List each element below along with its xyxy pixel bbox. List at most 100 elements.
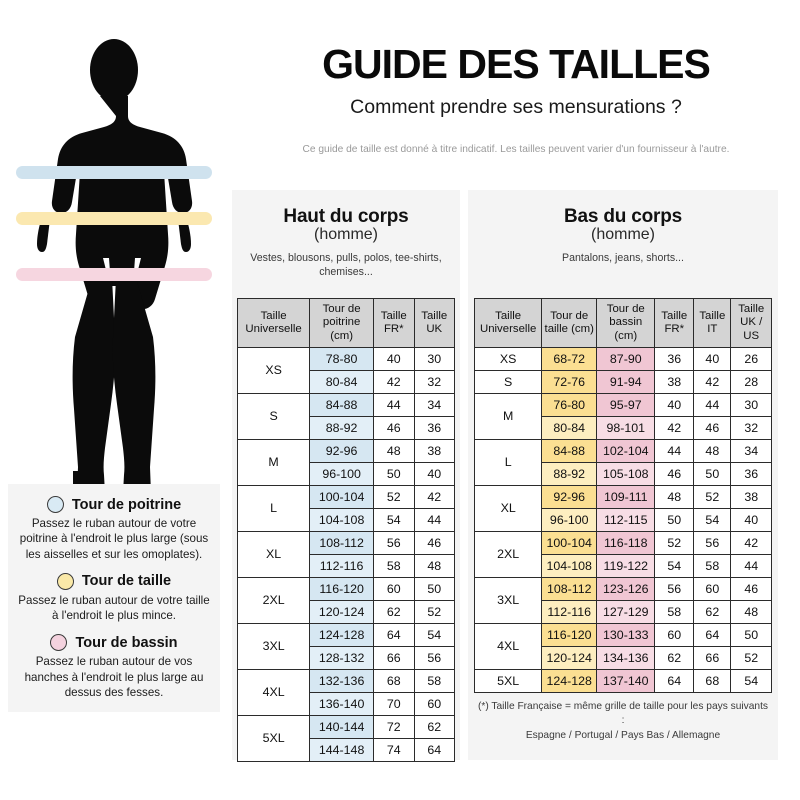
left-column: Tour de poitrine Passez le ruban autour … bbox=[0, 0, 228, 800]
table-row: L 84-88 102-104 44 48 34 bbox=[473, 439, 772, 487]
body-silhouette-figure bbox=[0, 14, 228, 484]
legend-item-waist: Tour de taille Passez le ruban autour de… bbox=[8, 562, 220, 624]
cell-value: 105-108 bbox=[596, 462, 656, 487]
table-row: S 72-76 91-94 38 42 28 bbox=[473, 370, 772, 395]
cell-value: 50 bbox=[413, 577, 455, 602]
cell-universal-size: 2XL bbox=[473, 531, 543, 579]
cell-value: 54 bbox=[730, 669, 772, 694]
cell-value: 64 bbox=[413, 738, 455, 763]
table-row: S 84-88 44 34 bbox=[236, 393, 455, 441]
lower-body-desc: Pantalons, jeans, shorts... bbox=[562, 252, 684, 264]
cell-value: 50 bbox=[373, 462, 415, 487]
cell-value: 116-120 bbox=[309, 577, 375, 602]
table-row: 104-108 54 44 bbox=[238, 508, 455, 533]
table-row: 80-84 98-101 42 46 32 bbox=[475, 416, 772, 441]
cell-value: 68 bbox=[693, 669, 732, 694]
cell-value: 62 bbox=[654, 646, 695, 671]
cell-value: 58 bbox=[693, 554, 732, 579]
cell-value: 56 bbox=[413, 646, 455, 671]
col-header-uk-us: Taille UK / US bbox=[730, 297, 772, 349]
cell-value: 124-128 bbox=[541, 669, 598, 694]
cell-value: 70 bbox=[373, 692, 415, 717]
legend-chest-heading: Tour de poitrine bbox=[8, 496, 220, 513]
cell-value: 48 bbox=[373, 439, 415, 464]
table-row: L 100-104 52 42 bbox=[236, 485, 455, 533]
cell-value: 40 bbox=[730, 508, 772, 533]
footnote-line-2: Espagne / Portugal / Pays Bas / Allemagn… bbox=[525, 729, 721, 741]
table-row: 112-116 127-129 58 62 48 bbox=[475, 600, 772, 625]
cell-universal-size: 4XL bbox=[236, 669, 311, 717]
table-row: 120-124 62 52 bbox=[238, 600, 455, 625]
table-header-row: Taille Universelle Tour de poitrine (cm)… bbox=[236, 297, 455, 349]
col-header-it: Taille IT bbox=[693, 297, 732, 349]
upper-body-size-table: Taille Universelle Tour de poitrine (cm)… bbox=[236, 297, 455, 763]
fr-size-footnote: (*) Taille Française = même grille de ta… bbox=[476, 700, 770, 743]
cell-value: 42 bbox=[373, 370, 415, 395]
legend-item-chest: Tour de poitrine Passez le ruban autour … bbox=[8, 484, 220, 562]
legend-hips-heading: Tour de bassin bbox=[8, 634, 220, 652]
table-row: 4XL 116-120 130-133 60 64 50 bbox=[473, 623, 772, 671]
cell-value: 124-128 bbox=[309, 623, 375, 648]
lower-body-table-body: XS 68-72 87-90 36 40 26 S 72-76 91-94 38 42 28 M 76-8… bbox=[473, 347, 772, 694]
cell-value: 128-132 bbox=[309, 646, 375, 671]
cell-value: 108-112 bbox=[309, 531, 375, 556]
cell-value: 96-100 bbox=[541, 508, 598, 533]
cell-value: 40 bbox=[654, 393, 695, 418]
cell-value: 92-96 bbox=[309, 439, 375, 464]
legend-chest-description: Passez le ruban autour de votre poitrine… bbox=[19, 517, 209, 561]
lower-body-subtitle: (homme) bbox=[590, 226, 655, 243]
lower-body-size-table: Taille Universelle Tour de taille (cm) T… bbox=[473, 297, 772, 694]
upper-body-table-body: XS 78-80 40 30 80-84 42 32 S 84-88 44 34 88-92 46 36 M… bbox=[236, 347, 455, 763]
table-row: 104-108 119-122 54 58 44 bbox=[475, 554, 772, 579]
cell-value: 58 bbox=[654, 600, 695, 625]
cell-universal-size: M bbox=[473, 393, 543, 441]
cell-value: 104-108 bbox=[541, 554, 598, 579]
cell-value: 52 bbox=[730, 646, 772, 671]
cell-value: 140-144 bbox=[309, 715, 375, 740]
upper-body-panel: Haut du corps (homme) Vestes, blousons, … bbox=[232, 190, 460, 763]
cell-value: 68 bbox=[373, 669, 415, 694]
cell-value: 112-115 bbox=[596, 508, 656, 533]
cell-universal-size: S bbox=[236, 393, 311, 441]
cell-value: 116-118 bbox=[596, 531, 656, 556]
col-header-waist: Tour de taille (cm) bbox=[541, 297, 598, 349]
cell-value: 80-84 bbox=[309, 370, 375, 395]
cell-value: 64 bbox=[373, 623, 415, 648]
cell-value: 104-108 bbox=[309, 508, 375, 533]
cell-value: 54 bbox=[373, 508, 415, 533]
legend-chest-label: Tour de poitrine bbox=[71, 496, 182, 513]
cell-value: 44 bbox=[693, 393, 732, 418]
cell-value: 144-148 bbox=[309, 738, 375, 763]
cell-universal-size: XS bbox=[236, 347, 311, 395]
cell-value: 120-124 bbox=[541, 646, 598, 671]
cell-value: 52 bbox=[693, 485, 732, 510]
col-header-fr: Taille FR* bbox=[373, 297, 415, 349]
cell-value: 50 bbox=[730, 623, 772, 648]
col-header-universal: Taille Universelle bbox=[236, 297, 311, 349]
cell-universal-size: S bbox=[473, 370, 543, 395]
cell-value: 54 bbox=[654, 554, 695, 579]
cell-value: 88-92 bbox=[541, 462, 598, 487]
lower-body-table-head: Taille Universelle Tour de taille (cm) T… bbox=[473, 297, 772, 349]
table-row: XL 92-96 109-111 48 52 38 bbox=[473, 485, 772, 533]
cell-value: 60 bbox=[654, 623, 695, 648]
cell-value: 62 bbox=[413, 715, 455, 740]
cell-value: 100-104 bbox=[309, 485, 375, 510]
cell-value: 40 bbox=[693, 347, 732, 372]
cell-universal-size: 5XL bbox=[236, 715, 311, 763]
cell-value: 38 bbox=[654, 370, 695, 395]
cell-value: 123-126 bbox=[596, 577, 656, 602]
cell-value: 58 bbox=[373, 554, 415, 579]
hips-color-dot-icon bbox=[50, 634, 68, 652]
cell-value: 92-96 bbox=[541, 485, 598, 510]
col-header-hips: Tour de bassin (cm) bbox=[596, 297, 656, 349]
cell-value: 134-136 bbox=[596, 646, 656, 671]
cell-value: 38 bbox=[413, 439, 455, 464]
table-row: 80-84 42 32 bbox=[238, 370, 455, 395]
table-row: XS 68-72 87-90 36 40 26 bbox=[473, 347, 772, 372]
cell-value: 91-94 bbox=[596, 370, 656, 395]
legend-waist-label: Tour de taille bbox=[81, 573, 172, 590]
cell-value: 36 bbox=[413, 416, 455, 441]
cell-value: 44 bbox=[413, 508, 455, 533]
page-disclaimer: Ce guide de taille est donné à titre ind… bbox=[302, 144, 730, 155]
